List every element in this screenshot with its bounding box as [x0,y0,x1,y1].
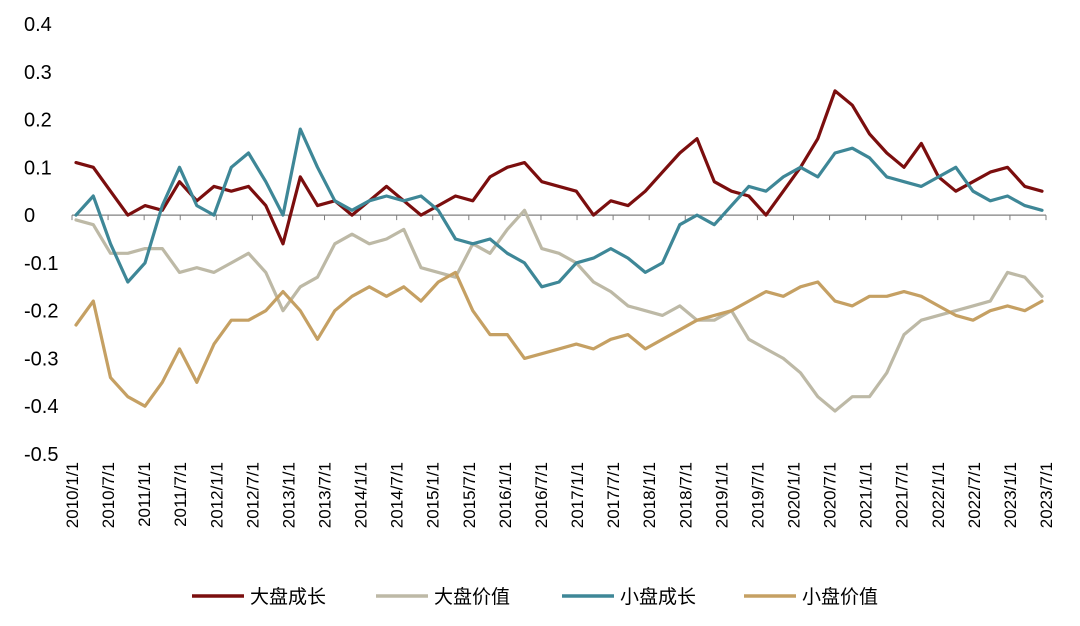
x-tick-label: 2019/1/1 [712,462,731,528]
y-tick-label: 0.3 [24,62,52,84]
y-tick-label: -0.1 [24,253,58,275]
x-tick-label: 2018/7/1 [676,462,695,528]
x-tick-label: 2010/7/1 [99,462,118,528]
x-tick-label: 2012/1/1 [207,462,226,528]
y-tick-label: -0.3 [24,348,58,370]
x-tick-label: 2018/1/1 [640,462,659,528]
y-tick-label: 0.2 [24,110,52,132]
legend-label: 小盘价值 [802,586,878,608]
series-line [74,270,1044,408]
series-line [74,127,1044,289]
legend-label: 大盘价值 [434,586,510,608]
x-tick-label: 2021/7/1 [893,462,912,528]
x-tick-label: 2022/1/1 [929,462,948,528]
x-tick-label: 2023/7/1 [1037,462,1056,528]
x-tick-label: 2014/1/1 [352,462,371,528]
y-tick-label: 0 [24,205,35,227]
x-tick-label: 2017/1/1 [568,462,587,528]
x-tick-label: 2022/7/1 [965,462,984,528]
legend-label: 小盘成长 [620,586,696,608]
x-tick-label: 2013/7/1 [316,462,335,528]
y-axis-tick-labels: 0.4 0.3 0.2 0.1 0 -0.1 -0.2 -0.3 -0.4 -0.5 [24,14,58,466]
y-tick-label: -0.2 [24,301,58,323]
legend: 大盘成长 大盘价值 小盘成长 小盘价值 [192,586,878,608]
y-tick-label: 0.1 [24,157,52,179]
y-tick-label: -0.4 [24,396,58,418]
series-line [74,89,1044,246]
x-tick-label: 2015/1/1 [424,462,443,528]
x-tick-label: 2016/7/1 [532,462,551,528]
x-tick-label: 2017/7/1 [604,462,623,528]
x-tick-label: 2020/1/1 [784,462,803,528]
x-tick-label: 2016/1/1 [496,462,515,528]
series-lines [74,89,1044,413]
x-tick-label: 2015/7/1 [460,462,479,528]
x-tick-label: 2023/1/1 [1001,462,1020,528]
x-tick-label: 2011/1/1 [135,462,154,527]
x-tick-label: 2013/1/1 [279,462,298,528]
series-line [74,208,1044,413]
y-tick-label: 0.4 [24,14,52,36]
x-tick-label: 2019/7/1 [748,462,767,528]
x-tick-label: 2014/7/1 [388,462,407,528]
x-tick-label: 2010/1/1 [63,462,82,528]
x-axis: 2010/1/1 2010/7/1 2011/1/1 2011/7/1 2012/1/1… [63,215,1056,528]
x-tick-label: 2021/1/1 [857,462,876,528]
y-tick-label: -0.5 [24,444,58,466]
x-tick-label: 2012/7/1 [243,462,262,528]
x-tick-label: 2011/7/1 [171,462,190,527]
legend-label: 大盘成长 [250,586,326,608]
x-tick-label: 2020/7/1 [821,462,840,528]
